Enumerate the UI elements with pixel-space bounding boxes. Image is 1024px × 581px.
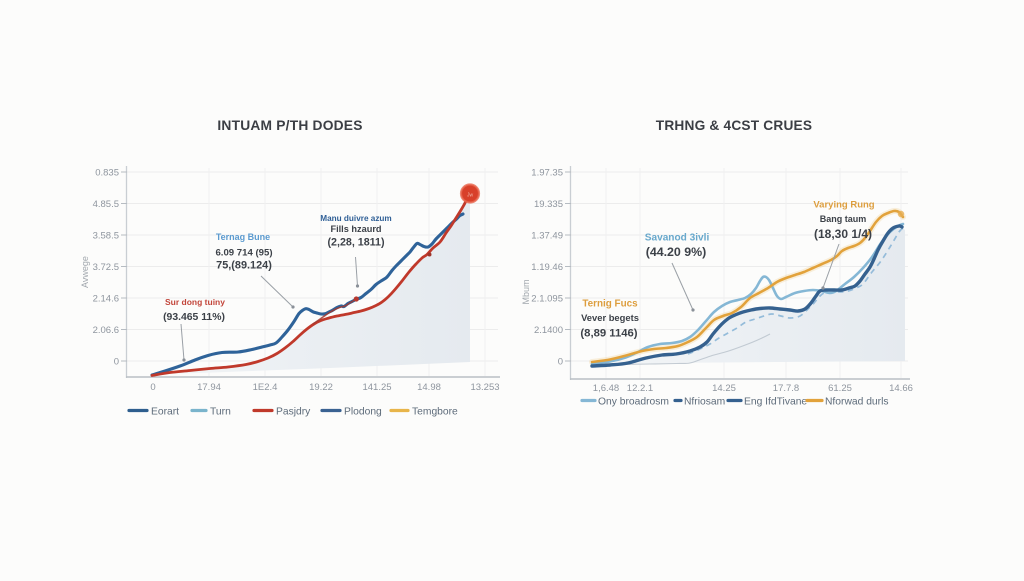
- svg-text:14.98: 14.98: [417, 382, 441, 393]
- svg-text:(44.20 9%): (44.20 9%): [646, 245, 707, 259]
- svg-text:Ony broadrosm: Ony broadrosm: [598, 396, 669, 407]
- svg-text:3.58.5: 3.58.5: [93, 231, 119, 242]
- svg-text:(8,89 1146): (8,89 1146): [580, 328, 637, 340]
- svg-text:Ternag Bune: Ternag Bune: [216, 232, 270, 242]
- svg-text:12.2.1: 12.2.1: [627, 383, 653, 394]
- svg-text:1.97.35: 1.97.35: [531, 168, 563, 179]
- svg-text:Savanod 3ivli: Savanod 3ivli: [645, 233, 710, 244]
- svg-text:Mbum: Mbum: [521, 279, 531, 304]
- svg-text:Bang taum: Bang taum: [820, 214, 867, 224]
- svg-text:19.335: 19.335: [534, 199, 563, 210]
- svg-text:Pasjdry: Pasjdry: [276, 406, 311, 417]
- svg-text:Jw: Jw: [467, 193, 474, 199]
- svg-text:0.835: 0.835: [95, 168, 119, 179]
- svg-text:2.06.6: 2.06.6: [93, 325, 119, 336]
- svg-text:75,(89.124): 75,(89.124): [216, 260, 272, 272]
- svg-text:Avwege: Avwege: [80, 256, 90, 288]
- svg-text:2.14.6: 2.14.6: [93, 294, 119, 305]
- svg-text:17.7.8: 17.7.8: [773, 383, 799, 394]
- svg-text:Turn: Turn: [210, 406, 231, 417]
- svg-text:1,6.48: 1,6.48: [593, 383, 619, 394]
- svg-text:6.09 714 (95): 6.09 714 (95): [215, 248, 272, 259]
- svg-text:61.25: 61.25: [828, 383, 852, 394]
- svg-text:141.25: 141.25: [362, 382, 391, 393]
- svg-text:Nfriosam: Nfriosam: [684, 396, 725, 407]
- svg-text:14.25: 14.25: [712, 383, 736, 394]
- svg-text:INTUAM P/TH DODES: INTUAM P/TH DODES: [217, 118, 362, 133]
- svg-text:1.37.49: 1.37.49: [531, 231, 563, 242]
- svg-text:Eng IfdTivane: Eng IfdTivane: [744, 396, 807, 407]
- svg-text:19.22: 19.22: [309, 382, 333, 393]
- svg-text:Ternig Fucs: Ternig Fucs: [582, 299, 638, 310]
- svg-text:17.94: 17.94: [197, 382, 221, 393]
- svg-text:Temgbore: Temgbore: [412, 406, 458, 417]
- svg-text:13.253: 13.253: [470, 382, 499, 393]
- svg-text:TRHNG & 4CST CRUES: TRHNG & 4CST CRUES: [656, 118, 812, 133]
- svg-text:Sur dong tuiny: Sur dong tuiny: [165, 297, 225, 307]
- svg-text:Eorart: Eorart: [151, 406, 179, 417]
- svg-text:Varying Rung: Varying Rung: [813, 200, 874, 211]
- svg-text:Fills hzaurd: Fills hzaurd: [330, 224, 381, 234]
- svg-text:3.72.5: 3.72.5: [93, 262, 119, 273]
- svg-text:4.85.5: 4.85.5: [93, 199, 119, 210]
- svg-text:1E2.4: 1E2.4: [253, 382, 278, 393]
- svg-text:0: 0: [150, 382, 155, 393]
- svg-text:14.66: 14.66: [889, 383, 913, 394]
- svg-text:(18,30 1/4): (18,30 1/4): [814, 227, 872, 241]
- svg-text:Vever begets: Vever begets: [581, 312, 639, 323]
- svg-text:Manu duivre azum: Manu duivre azum: [320, 214, 391, 223]
- svg-text:0: 0: [558, 357, 563, 368]
- svg-text:Nforwad durls: Nforwad durls: [825, 396, 889, 407]
- svg-text:Plodong: Plodong: [344, 406, 382, 417]
- svg-text:2.1.095: 2.1.095: [531, 294, 563, 305]
- svg-text:(2,28, 1811): (2,28, 1811): [327, 237, 384, 249]
- svg-text:1.19.46: 1.19.46: [531, 262, 563, 273]
- svg-text:0: 0: [114, 357, 119, 368]
- svg-text:2.1400: 2.1400: [534, 325, 563, 336]
- svg-text:(93.465 11%): (93.465 11%): [163, 312, 225, 323]
